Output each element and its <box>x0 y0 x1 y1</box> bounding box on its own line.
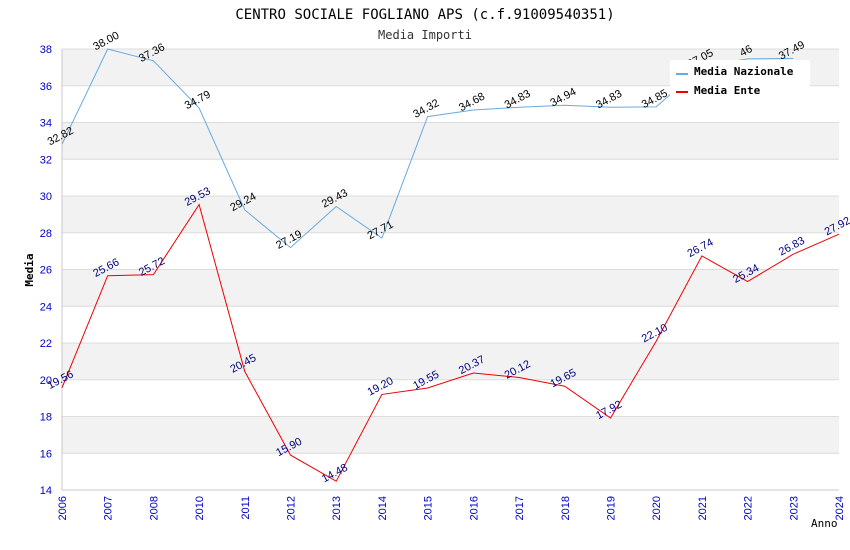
y-tick-label: 20 <box>40 375 52 387</box>
legend-label-media-ente: Media Ente <box>694 84 761 97</box>
chart-title: CENTRO SOCIALE FOGLIANO APS (c.f.9100954… <box>235 7 614 23</box>
y-tick-label: 16 <box>40 448 52 460</box>
x-tick-label: 2023 <box>788 496 800 520</box>
grid-band <box>62 416 839 454</box>
grid-band <box>62 343 839 380</box>
grid-band <box>62 453 839 490</box>
x-tick-label: 2018 <box>560 496 572 520</box>
x-tick-label: 2013 <box>331 496 343 520</box>
x-axis-label: Anno <box>811 517 838 530</box>
x-tick-label: 2014 <box>377 496 389 520</box>
y-tick-label: 38 <box>40 44 52 56</box>
grid-band <box>62 159 839 196</box>
y-tick-label: 22 <box>40 338 52 350</box>
x-tick-label: 2011 <box>240 496 252 520</box>
x-tick-label: 2021 <box>697 496 709 520</box>
x-tick-label: 2008 <box>148 496 160 520</box>
x-tick-label: 2017 <box>514 496 526 520</box>
x-tick-label: 2022 <box>743 496 755 520</box>
grid-bands <box>61 48 839 491</box>
grid-band <box>62 269 839 307</box>
y-tick-label: 24 <box>40 301 52 313</box>
grid-band <box>62 306 839 343</box>
x-axis-ticks: 2006 2007 2008 2010 2011 2012 2013 2014 2015 2016… <box>57 496 846 520</box>
x-tick-label: 2006 <box>57 496 69 520</box>
chart-subtitle: Media Importi <box>378 28 472 42</box>
x-tick-label: 2024 <box>834 496 846 520</box>
y-tick-label: 18 <box>40 412 52 424</box>
y-tick-label: 14 <box>40 485 52 497</box>
y-tick-label: 34 <box>40 118 52 130</box>
data-label: 46 <box>738 43 754 59</box>
x-tick-label: 2012 <box>286 496 298 520</box>
y-tick-label: 30 <box>40 191 52 203</box>
x-tick-label: 2007 <box>103 496 115 520</box>
grid-band <box>62 379 839 417</box>
grid-band <box>62 122 839 160</box>
grid-band <box>62 196 839 233</box>
x-tick-label: 2015 <box>423 496 435 520</box>
legend-label-media-nazionale: Media Nazionale <box>694 65 794 78</box>
series-line-media-ente <box>61 203 840 482</box>
x-tick-label: 2010 <box>194 496 206 520</box>
y-axis-ticks: 14 16 18 20 22 24 26 28 30 32 34 36 38 <box>40 44 52 497</box>
legend: Media Nazionale Media Ente <box>670 60 810 102</box>
legend-background <box>670 60 810 102</box>
grid-band <box>62 232 839 270</box>
y-tick-label: 28 <box>40 228 52 240</box>
x-tick-label: 2016 <box>468 496 480 520</box>
y-tick-label: 36 <box>40 81 52 93</box>
y-axis-label: Media <box>23 253 36 286</box>
x-tick-label: 2019 <box>605 496 617 520</box>
y-tick-label: 26 <box>40 265 52 277</box>
y-tick-label: 32 <box>40 154 52 166</box>
x-tick-label: 2020 <box>651 496 663 520</box>
